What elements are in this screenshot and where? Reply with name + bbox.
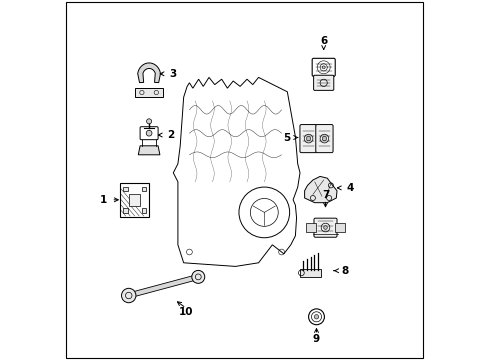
FancyBboxPatch shape: [313, 75, 333, 90]
Polygon shape: [128, 274, 199, 298]
Text: 3: 3: [169, 69, 177, 79]
FancyBboxPatch shape: [129, 194, 140, 206]
Text: 6: 6: [320, 36, 326, 46]
Circle shape: [322, 136, 326, 141]
Circle shape: [146, 130, 152, 136]
FancyBboxPatch shape: [299, 269, 320, 277]
FancyBboxPatch shape: [134, 88, 163, 97]
FancyBboxPatch shape: [305, 223, 316, 232]
Circle shape: [306, 136, 310, 141]
Polygon shape: [173, 77, 300, 266]
Polygon shape: [138, 146, 160, 155]
Text: 8: 8: [340, 266, 347, 276]
FancyBboxPatch shape: [315, 125, 332, 153]
FancyBboxPatch shape: [120, 183, 149, 217]
Text: 1: 1: [100, 195, 107, 205]
Bar: [123, 208, 127, 213]
FancyBboxPatch shape: [299, 125, 317, 153]
FancyBboxPatch shape: [140, 127, 158, 140]
Text: 7: 7: [321, 190, 328, 200]
Text: 2: 2: [167, 130, 174, 140]
Bar: [123, 187, 127, 191]
Bar: [142, 187, 146, 191]
Polygon shape: [138, 63, 160, 82]
Circle shape: [323, 226, 326, 229]
Text: 9: 9: [312, 334, 320, 344]
Circle shape: [314, 315, 318, 319]
Circle shape: [146, 119, 151, 124]
FancyBboxPatch shape: [334, 223, 344, 232]
Text: 10: 10: [179, 307, 193, 318]
Circle shape: [122, 288, 136, 303]
Circle shape: [191, 270, 204, 283]
FancyBboxPatch shape: [311, 58, 335, 76]
Text: 4: 4: [346, 183, 353, 193]
Bar: [142, 208, 146, 213]
Polygon shape: [304, 176, 336, 203]
Text: 5: 5: [283, 132, 290, 143]
FancyBboxPatch shape: [313, 218, 336, 237]
